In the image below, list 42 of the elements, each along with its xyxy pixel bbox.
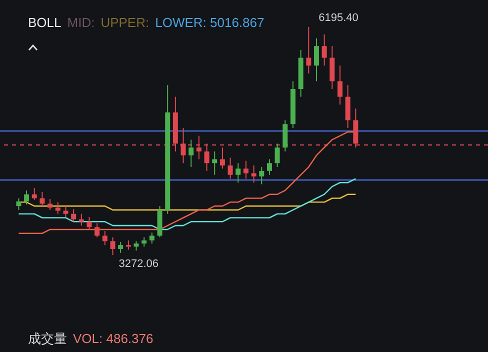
candlestick	[63, 206, 68, 218]
candlestick	[306, 26, 312, 74]
candlestick	[243, 160, 248, 180]
candlestick	[126, 240, 131, 250]
candlestick	[16, 198, 22, 210]
candlestick	[212, 150, 218, 176]
candlestick	[48, 198, 53, 210]
candlestick	[94, 222, 100, 238]
candlestick	[259, 166, 264, 185]
candlestick	[345, 84, 350, 129]
text: 3272.06	[118, 258, 159, 270]
candlestick	[86, 216, 92, 230]
candlestick	[71, 208, 76, 222]
candlestick	[266, 158, 272, 176]
text: 6195.40	[318, 12, 358, 24]
candlestick	[337, 65, 342, 106]
candlestick	[24, 190, 30, 205]
candlestick	[32, 188, 37, 200]
annotation: MID:	[67, 15, 95, 30]
candlestick	[282, 120, 288, 152]
candlestick	[110, 236, 116, 256]
candlestick	[274, 143, 280, 168]
candlestick	[149, 232, 154, 244]
candlestick	[40, 192, 45, 207]
text: 成交量	[28, 331, 67, 346]
candlestick	[55, 202, 60, 214]
candlestick	[134, 240, 139, 252]
candlestick	[118, 241, 124, 254]
candlestick	[330, 46, 335, 90]
candlestick	[251, 164, 256, 184]
candlestick	[322, 34, 327, 66]
candlestick	[236, 162, 241, 184]
candlestick	[220, 147, 225, 170]
annotation: LOWER: 5016.867	[155, 15, 264, 30]
annotation: UPPER:	[100, 15, 150, 30]
candlestick	[102, 230, 108, 246]
candlestick	[142, 236, 147, 248]
candlestick	[188, 139, 194, 168]
annotation: BOLL	[28, 15, 62, 30]
candlestick	[314, 38, 319, 82]
text: VOL: 486.376	[73, 331, 154, 346]
candlestick	[228, 157, 233, 180]
